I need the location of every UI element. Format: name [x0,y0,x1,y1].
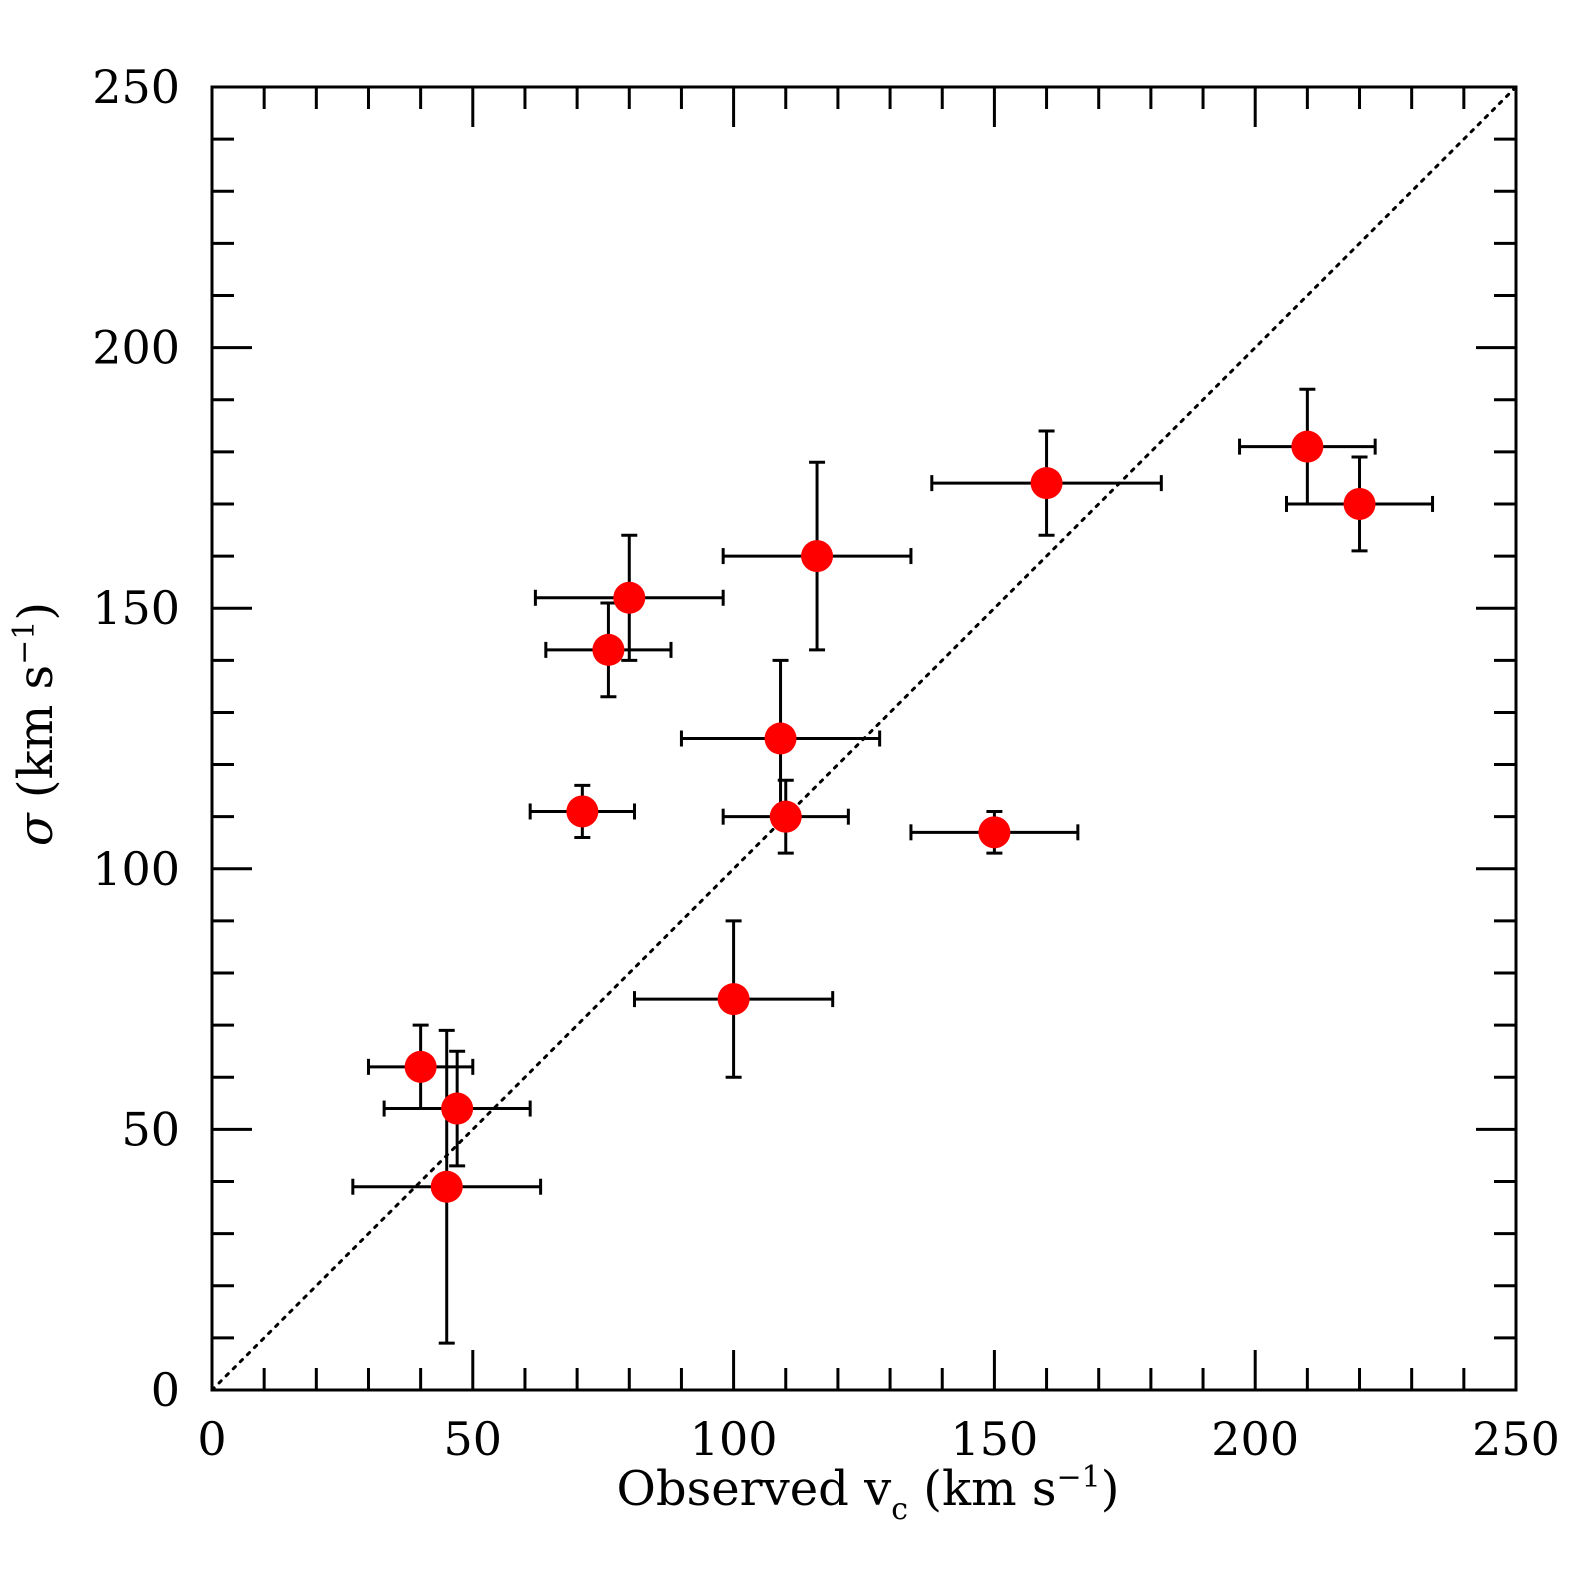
y-axis-title-superscript: −1 [7,621,42,665]
x-tick-label: 150 [950,1412,1038,1466]
data-point [801,540,834,573]
data-point [1343,487,1376,520]
y-tick-label: 250 [92,60,180,114]
x-axis-title-subscript: c [891,1492,908,1527]
y-axis-title: σ (km s−1) [7,602,64,846]
data-points [404,430,1376,1203]
data-point [1030,467,1063,500]
x-tick-label: 100 [690,1412,778,1466]
plot-frame [210,85,1518,1392]
data-point [592,633,625,666]
y-axis-title-unit-close: ) [8,602,64,621]
data-point [769,800,802,833]
x-tick-label: 250 [1472,1412,1560,1466]
data-point [566,795,599,828]
y-tick-label: 0 [151,1363,180,1417]
x-tick-label: 0 [197,1412,226,1466]
y-axis-title-unit-open: (km s [8,665,64,813]
y-tick-label: 200 [92,321,180,375]
data-point [404,1050,437,1083]
data-point [441,1092,474,1125]
data-point [978,816,1011,849]
x-tick-label: 200 [1211,1412,1299,1466]
minor-ticks [212,87,1516,1390]
x-tick-label: 50 [444,1412,503,1466]
x-axis-title-unit-open: (km s [908,1461,1056,1517]
x-axis-title-main: Observed v [617,1461,892,1517]
x-axis-title: Observed vc (km s−1) [617,1460,1120,1527]
data-point [764,722,797,755]
y-tick-label: 50 [121,1102,180,1156]
data-point [717,983,750,1016]
y-axis-title-symbol: σ [8,812,64,846]
x-tick-labels: 0 50 100 150 200 250 [197,1412,1560,1466]
data-point [613,581,646,614]
y-tick-label: 100 [92,842,180,896]
data-point [430,1170,463,1203]
data-point [1291,430,1324,463]
y-tick-labels: 0 50 100 150 200 250 [92,60,180,1417]
y-tick-label: 150 [92,581,180,635]
x-axis-title-superscript: −1 [1057,1460,1101,1495]
x-axis-title-unit-close: ) [1101,1461,1120,1517]
